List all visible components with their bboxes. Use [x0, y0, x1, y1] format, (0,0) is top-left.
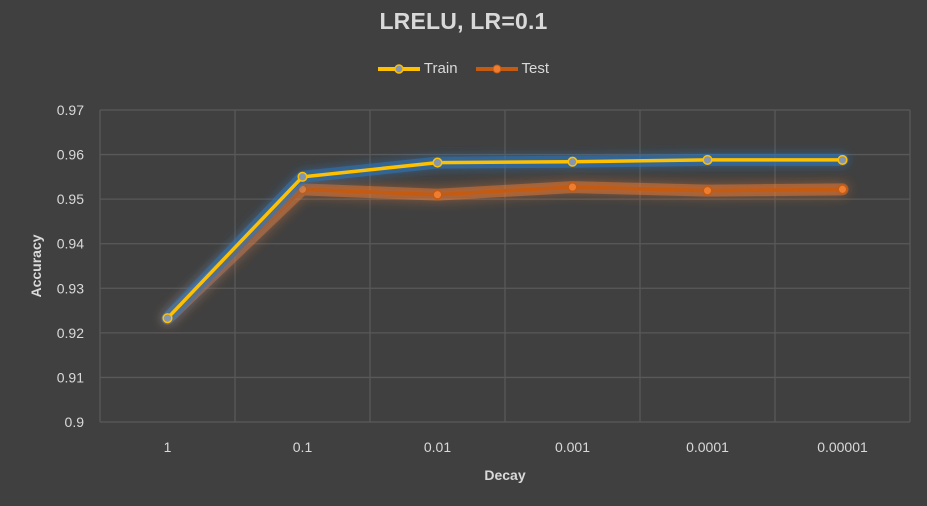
x-tick-labels: 1 0.1 0.01 0.001 0.0001 0.00001 — [164, 439, 868, 455]
y-tick-label: 0.95 — [57, 191, 84, 207]
data-point-train — [837, 154, 848, 165]
legend-entry-test: Test — [475, 60, 550, 77]
series-line-test — [166, 185, 843, 320]
x-tick-label: 0.1 — [293, 439, 313, 455]
data-point-train — [432, 157, 443, 168]
x-tick-label: 0.01 — [424, 439, 451, 455]
legend-swatch-test — [475, 64, 518, 73]
series-test — [161, 181, 849, 325]
y-tick-label: 0.96 — [57, 147, 84, 163]
data-point-train — [702, 154, 713, 165]
y-axis-title: Accuracy — [28, 234, 44, 297]
series-line-train — [166, 158, 843, 320]
y-tick-label: 0.92 — [57, 325, 84, 341]
legend-label-train: Train — [423, 60, 458, 77]
data-point-test — [432, 189, 443, 200]
data-point-test — [567, 182, 578, 193]
data-point-train — [297, 171, 308, 182]
y-tick-label: 0.94 — [57, 236, 84, 252]
legend-entry-train: Train — [377, 60, 458, 77]
series-train — [161, 153, 849, 325]
chart-title: LRELU, LR=0.1 — [379, 8, 548, 34]
data-point-train — [567, 156, 578, 167]
y-tick-labels: 0.9 0.91 0.92 0.93 0.94 0.95 0.96 0.97 — [57, 102, 84, 430]
x-axis-title: Decay — [484, 467, 525, 483]
y-tick-label: 0.97 — [57, 102, 84, 118]
legend-swatch-train — [377, 63, 420, 74]
y-tick-label: 0.9 — [65, 414, 85, 430]
x-tick-label: 0.00001 — [817, 439, 868, 455]
legend: Train Test — [0, 60, 927, 77]
x-tick-label: 1 — [164, 439, 172, 455]
data-point-test — [837, 184, 848, 195]
grid — [99, 109, 911, 423]
legend-label-test: Test — [521, 60, 550, 77]
y-tick-label: 0.93 — [57, 280, 84, 296]
series-group — [161, 153, 849, 325]
data-point-train — [162, 313, 173, 324]
data-point-test — [702, 185, 713, 196]
x-tick-label: 0.0001 — [686, 439, 729, 455]
x-tick-label: 0.001 — [555, 439, 590, 455]
y-tick-label: 0.91 — [57, 369, 84, 385]
